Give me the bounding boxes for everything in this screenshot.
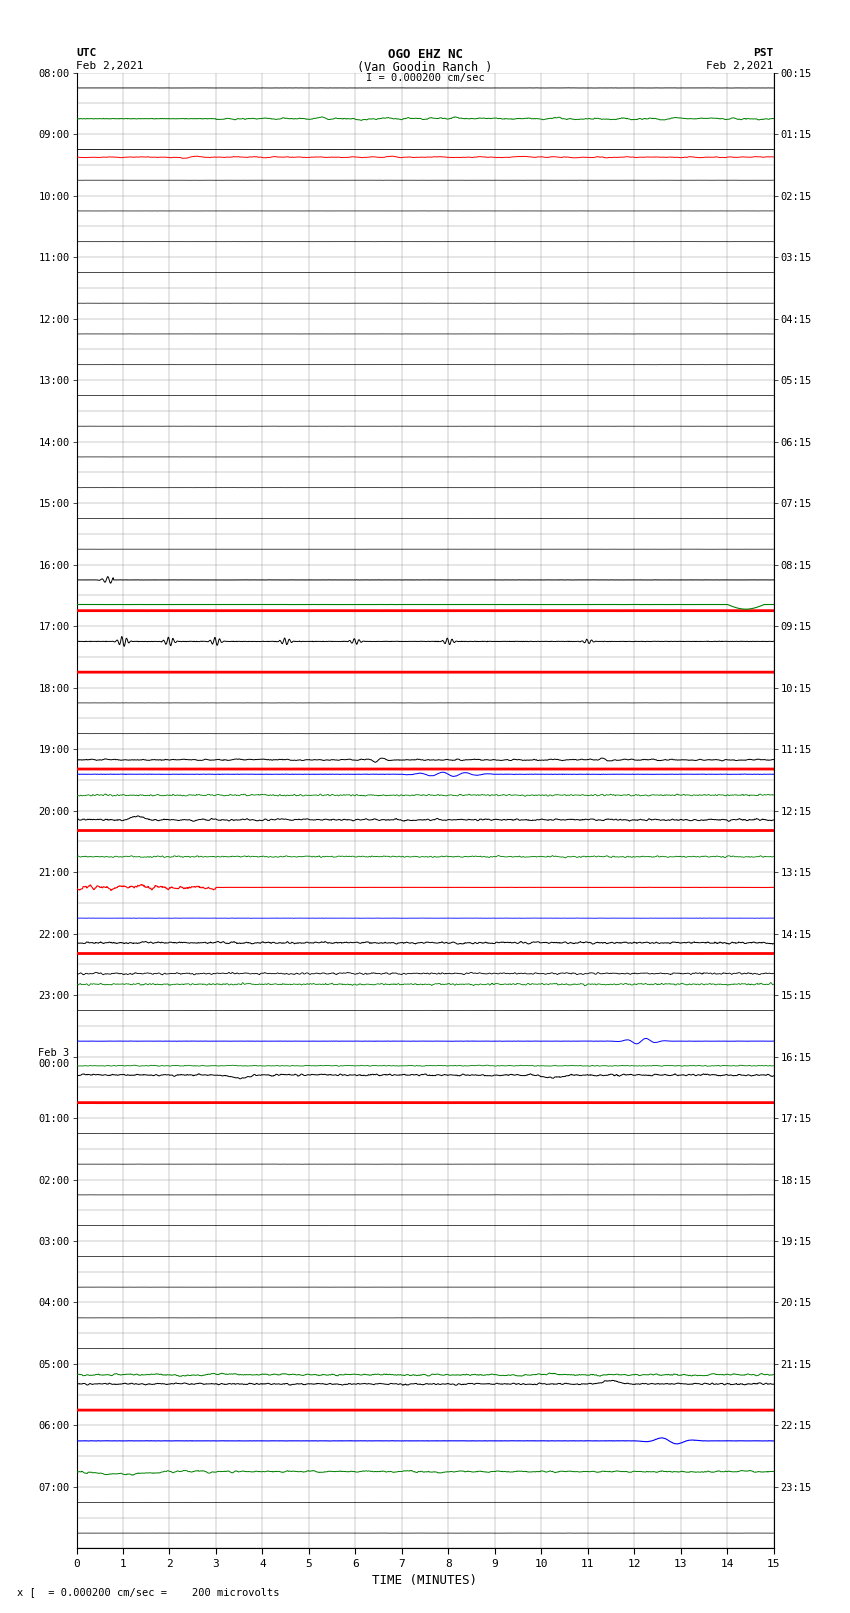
- Text: (Van Goodin Ranch ): (Van Goodin Ranch ): [357, 61, 493, 74]
- X-axis label: TIME (MINUTES): TIME (MINUTES): [372, 1574, 478, 1587]
- Text: x [  = 0.000200 cm/sec =    200 microvolts: x [ = 0.000200 cm/sec = 200 microvolts: [17, 1587, 280, 1597]
- Text: I = 0.000200 cm/sec: I = 0.000200 cm/sec: [366, 73, 484, 82]
- Text: PST: PST: [753, 48, 774, 58]
- Text: UTC: UTC: [76, 48, 97, 58]
- Text: Feb 2,2021: Feb 2,2021: [706, 61, 774, 71]
- Text: OGO EHZ NC: OGO EHZ NC: [388, 48, 462, 61]
- Text: Feb 2,2021: Feb 2,2021: [76, 61, 144, 71]
